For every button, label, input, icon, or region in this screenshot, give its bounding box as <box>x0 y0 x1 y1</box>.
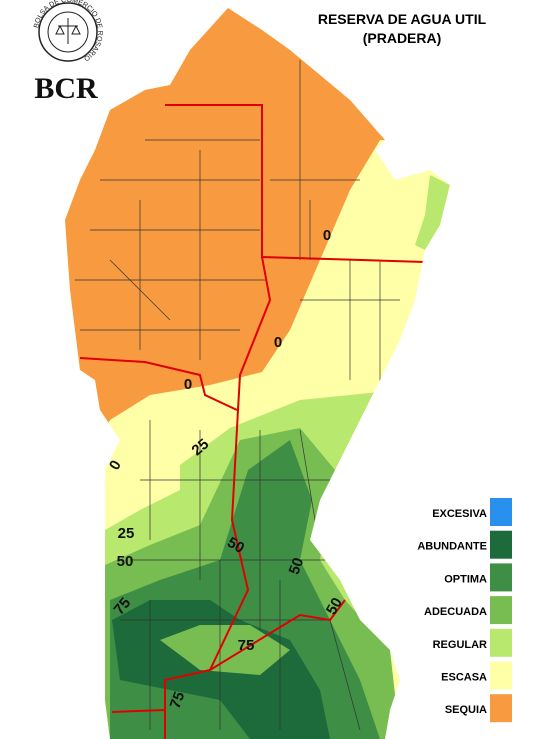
contour-label: 50 <box>286 555 308 576</box>
legend-swatch <box>490 694 512 723</box>
legend-label: EXCESIVA <box>432 508 487 520</box>
logo: BOLSA DE COMERCIO DE ROSARIO BCR <box>33 0 103 105</box>
contour-label: 0 <box>323 227 331 244</box>
department-lines <box>75 60 400 731</box>
legend-label: ADECUADA <box>424 606 487 618</box>
legend-label: OPTIMA <box>444 573 487 585</box>
legend-label: SEQUIA <box>445 704 487 716</box>
subtitle: (PRADERA) <box>363 30 442 46</box>
legend-swatch <box>490 563 512 592</box>
legend: EXCESIVA ABUNDANTE OPTIMA ADECUADA REGULAR ES… <box>417 498 512 723</box>
legend-swatch <box>490 530 512 559</box>
contour-label: 50 <box>117 553 134 570</box>
legend-swatch <box>490 628 512 657</box>
contour-label: 0 <box>274 334 282 351</box>
title: RESERVA DE AGUA UTIL <box>318 11 487 27</box>
region-borders <box>79 104 426 739</box>
contour-labels: 0 0 0 0 25 25 50 50 50 50 75 75 75 <box>106 227 346 711</box>
legend-label: REGULAR <box>433 639 487 651</box>
legend-label: ABUNDANTE <box>417 541 487 553</box>
zone-adecuada-south <box>160 625 290 675</box>
legend-swatch <box>490 498 512 526</box>
legend-swatch <box>490 661 512 690</box>
legend-label: ESCASA <box>441 672 487 684</box>
legend-swatch <box>490 596 512 625</box>
zone-regular-east <box>415 175 450 250</box>
contour-label: 0 <box>184 376 192 393</box>
contour-label: 50 <box>224 534 247 557</box>
contour-label: 75 <box>167 689 189 710</box>
logo-text: BCR <box>34 72 98 105</box>
contour-label: 50 <box>323 595 346 618</box>
contour-label: 75 <box>238 637 255 654</box>
contour-label: 25 <box>118 525 135 542</box>
